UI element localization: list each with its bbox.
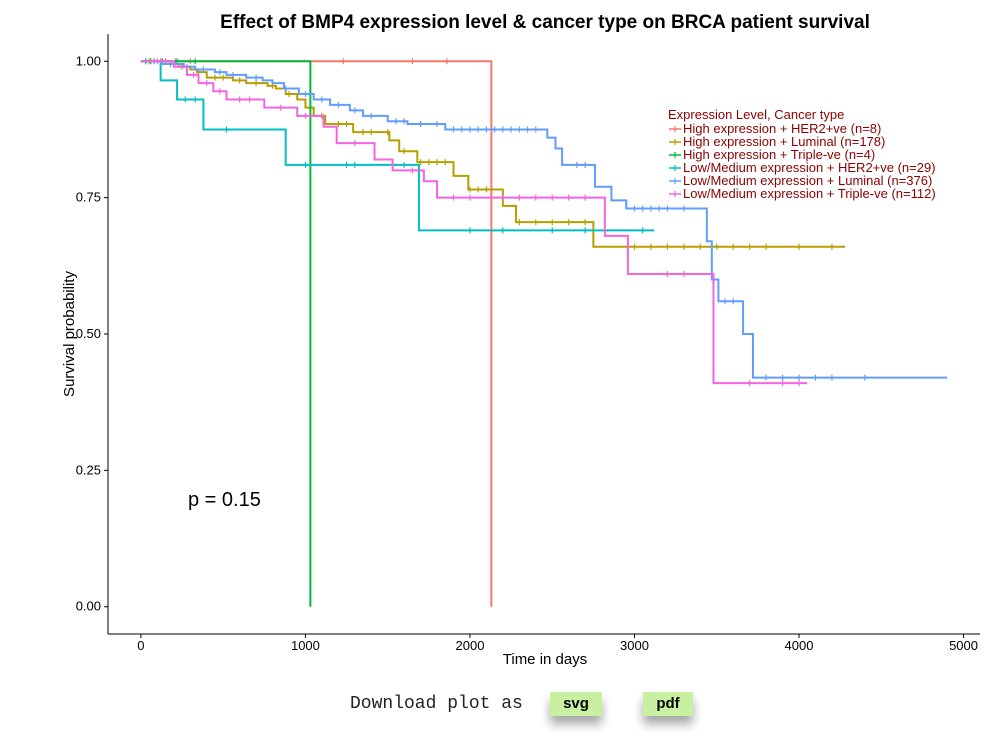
series-6 <box>140 58 808 387</box>
x-tick-label: 4000 <box>785 638 814 653</box>
chart-title: Effect of BMP4 expression level & cancer… <box>220 12 870 33</box>
legend-entry: Low/Medium expression + HER2+ve (n=29) <box>669 160 936 175</box>
series-5 <box>140 58 948 381</box>
legend-label: Low/Medium expression + Luminal (n=376) <box>683 173 932 188</box>
survival-curve <box>140 60 948 379</box>
x-tick-label: 0 <box>137 638 144 653</box>
legend-entry: Low/Medium expression + Triple-ve (n=112… <box>669 186 936 201</box>
legend-title: Expression Level, Cancer type <box>668 107 844 122</box>
series-2 <box>140 58 846 250</box>
x-tick-label: 2000 <box>456 638 485 653</box>
series-4 <box>140 58 655 234</box>
x-tick-label: 5000 <box>949 638 978 653</box>
x-tick-label: 1000 <box>291 638 320 653</box>
y-tick-label: 0.50 <box>76 326 101 341</box>
survival-curve <box>140 60 655 232</box>
y-tick-label: 0.25 <box>76 462 101 477</box>
legend-label: High expression + HER2+ve (n=8) <box>683 121 881 136</box>
legend-entry: High expression + Triple-ve (n=4) <box>669 147 875 162</box>
legend: Expression Level, Cancer type High expre… <box>668 107 936 201</box>
survival-curve <box>140 60 493 607</box>
y-tick-label: 1.00 <box>76 53 101 68</box>
download-svg-button[interactable]: svg <box>550 692 602 716</box>
series-1 <box>140 58 493 607</box>
download-pdf-button[interactable]: pdf <box>643 692 693 716</box>
series-layer <box>140 58 948 607</box>
x-tick-label: 3000 <box>620 638 649 653</box>
p-value-annotation: p = 0.15 <box>188 489 261 511</box>
survival-chart: Effect of BMP4 expression level & cancer… <box>61 12 980 668</box>
legend-entry: High expression + Luminal (n=178) <box>669 134 885 149</box>
y-tick-label: 0.00 <box>76 599 101 614</box>
legend-label: Low/Medium expression + Triple-ve (n=112… <box>683 186 936 201</box>
legend-entry: Low/Medium expression + Luminal (n=376) <box>669 173 932 188</box>
axes: 0 1000 2000 3000 4000 5000 0.00 0.25 0.50 0.75 1.0… <box>76 34 980 653</box>
survival-curve <box>140 60 312 607</box>
legend-label: Low/Medium expression + HER2+ve (n=29) <box>683 160 936 175</box>
legend-label: High expression + Luminal (n=178) <box>683 134 885 149</box>
survival-curve <box>140 60 808 385</box>
legend-entry: High expression + HER2+ve (n=8) <box>669 121 881 136</box>
download-row: Download plot as svg pdf <box>0 690 987 744</box>
y-tick-label: 0.75 <box>76 190 101 205</box>
download-label: Download plot as <box>350 694 523 714</box>
survival-curve <box>140 60 846 248</box>
x-axis-label: Time in days <box>503 651 587 668</box>
y-axis-label: Survival probability <box>61 271 78 397</box>
legend-label: High expression + Triple-ve (n=4) <box>683 147 875 162</box>
